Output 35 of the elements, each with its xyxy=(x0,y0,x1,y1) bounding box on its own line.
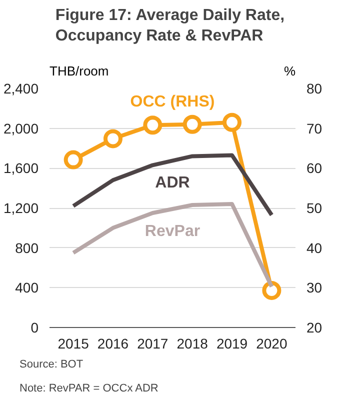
point xyxy=(222,112,242,132)
x-tick-label: 2015 xyxy=(58,336,90,352)
series-label: ADR xyxy=(155,174,190,192)
y2-axis-title: % xyxy=(284,64,296,78)
y-tick-label: 800 xyxy=(15,240,39,256)
x-tick-label: 2018 xyxy=(176,336,208,352)
y-tick-label: 400 xyxy=(15,280,39,296)
point xyxy=(103,129,122,148)
x-tick-label: 2020 xyxy=(256,336,288,352)
y2-tick-label: 70 xyxy=(306,120,322,136)
y2-tick-label: 80 xyxy=(306,80,322,96)
x-tick-label: 2016 xyxy=(97,336,129,352)
series-label: OCC (RHS) xyxy=(130,94,215,111)
text: Note: RevPAR = OCCx ADR xyxy=(20,382,158,394)
series-label: RevPar xyxy=(144,222,200,240)
point xyxy=(143,116,162,135)
y-tick-label: 0 xyxy=(30,320,39,336)
source-note: Source: BOT xyxy=(20,358,84,370)
y-axis-title: THB/room xyxy=(50,64,109,78)
y2-tick-label: 20 xyxy=(306,320,322,336)
y-tick-label: 1,600 xyxy=(3,160,39,176)
point xyxy=(262,280,282,300)
y-tick-label: 1,200 xyxy=(3,200,39,216)
x-tick-label: 2017 xyxy=(137,336,168,352)
x-tick-label: 2019 xyxy=(216,336,248,352)
point xyxy=(64,150,83,170)
y-tick-label: 2,000 xyxy=(3,120,39,136)
chart-title: Figure 17: Average Daily Rate, Occupancy Rate & RevPAR xyxy=(55,7,285,44)
y2-tick-label: 30 xyxy=(306,280,322,296)
y2-tick-label: 50 xyxy=(306,200,322,216)
line-series xyxy=(71,153,274,217)
y-tick-label: 2,400 xyxy=(3,80,39,96)
y2-tick-label: 60 xyxy=(306,160,322,176)
y2-tick-label: 40 xyxy=(306,240,322,256)
point xyxy=(182,114,202,134)
